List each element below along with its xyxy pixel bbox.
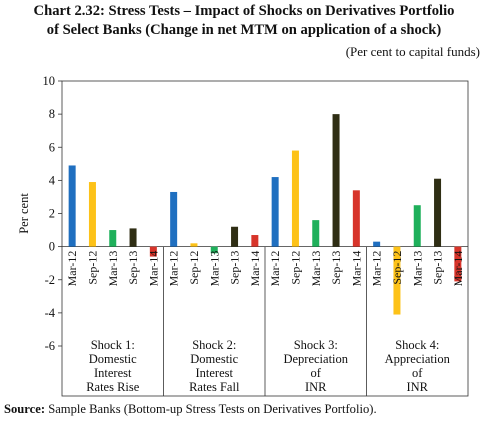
y-tick-label: 10 xyxy=(43,74,56,88)
x-tick-label: Sep-12 xyxy=(390,251,404,285)
y-tick-label: -2 xyxy=(45,273,55,287)
group-label: INR xyxy=(305,380,327,394)
bar xyxy=(332,114,340,247)
bar xyxy=(231,226,239,247)
x-tick-label: Sep-13 xyxy=(329,251,343,285)
bar xyxy=(109,230,117,247)
y-tick-label: -6 xyxy=(45,339,55,353)
bar xyxy=(373,241,381,247)
group-label: Domestic xyxy=(190,352,238,366)
x-tick-label: Mar-12 xyxy=(167,251,181,287)
x-tick-label: Mar-13 xyxy=(309,251,323,287)
x-tick-label: Mar-13 xyxy=(207,251,221,287)
chart-title: Chart 2.32: Stress Tests – Impact of Sho… xyxy=(0,2,488,40)
x-tick-label: Sep-13 xyxy=(431,251,445,285)
group-label: Depreciation xyxy=(283,352,348,366)
bar xyxy=(190,243,198,247)
x-tick-label: Mar-14 xyxy=(451,251,465,287)
source-label: Source: xyxy=(4,402,46,416)
group-label: Shock 4: xyxy=(395,338,439,352)
y-tick-label: 0 xyxy=(49,240,55,254)
bar xyxy=(291,150,299,247)
group-label: Rates Rise xyxy=(86,380,140,394)
bar xyxy=(454,246,462,282)
group-label: of xyxy=(311,366,322,380)
bar xyxy=(149,246,157,257)
group-label: Rates Fall xyxy=(189,380,240,394)
bar xyxy=(312,220,320,247)
x-tick-label: Sep-12 xyxy=(85,251,99,285)
x-tick-label: Sep-12 xyxy=(187,251,201,285)
group-label: Appreciation xyxy=(385,352,451,366)
group-label: Shock 3: xyxy=(294,338,338,352)
group-label: Shock 2: xyxy=(192,338,236,352)
bar xyxy=(393,246,401,315)
bar xyxy=(434,178,442,247)
bar xyxy=(88,182,96,247)
x-tick-label: Mar-12 xyxy=(268,251,282,287)
y-tick-label: -4 xyxy=(45,306,56,320)
x-tick-label: Mar-13 xyxy=(106,251,120,287)
y-tick-label: 4 xyxy=(49,173,56,187)
y-tick-label: 6 xyxy=(49,140,55,154)
bar xyxy=(129,228,137,247)
bar xyxy=(352,190,360,247)
source-note: Source: Sample Banks (Bottom-up Stress T… xyxy=(4,402,377,417)
group-label: of xyxy=(412,366,423,380)
chart-title-line1: Chart 2.32: Stress Tests – Impact of Sho… xyxy=(33,3,455,19)
x-tick-label: Mar-12 xyxy=(65,251,79,287)
group-label: Interest xyxy=(94,366,132,380)
x-tick-label: Mar-14 xyxy=(248,251,262,287)
source-text: Sample Banks (Bottom-up Stress Tests on … xyxy=(48,402,377,416)
x-tick-label: Mar-12 xyxy=(370,251,384,287)
bar xyxy=(271,177,279,247)
bar xyxy=(251,235,259,247)
bar xyxy=(170,191,178,247)
group-label: Shock 1: xyxy=(91,338,135,352)
group-label: Domestic xyxy=(89,352,137,366)
x-tick-label: Sep-13 xyxy=(126,251,140,285)
group-label: Interest xyxy=(196,366,234,380)
chart-title-line2: of Select Banks (Change in net MTM on ap… xyxy=(46,22,442,38)
x-tick-label: Mar-14 xyxy=(349,251,363,287)
x-tick-label: Sep-12 xyxy=(288,251,302,285)
x-tick-label: Sep-13 xyxy=(228,251,242,285)
y-tick-label: 2 xyxy=(49,207,55,221)
bar xyxy=(210,246,218,254)
y-axis-label: Per cent xyxy=(17,193,31,234)
x-tick-label: Mar-13 xyxy=(410,251,424,287)
bar xyxy=(68,165,76,247)
group-label: INR xyxy=(406,380,428,394)
bar xyxy=(413,205,421,247)
x-tick-label: Mar-14 xyxy=(146,251,160,287)
units-note: (Per cent to capital funds) xyxy=(345,44,480,59)
y-tick-label: 8 xyxy=(49,107,55,121)
